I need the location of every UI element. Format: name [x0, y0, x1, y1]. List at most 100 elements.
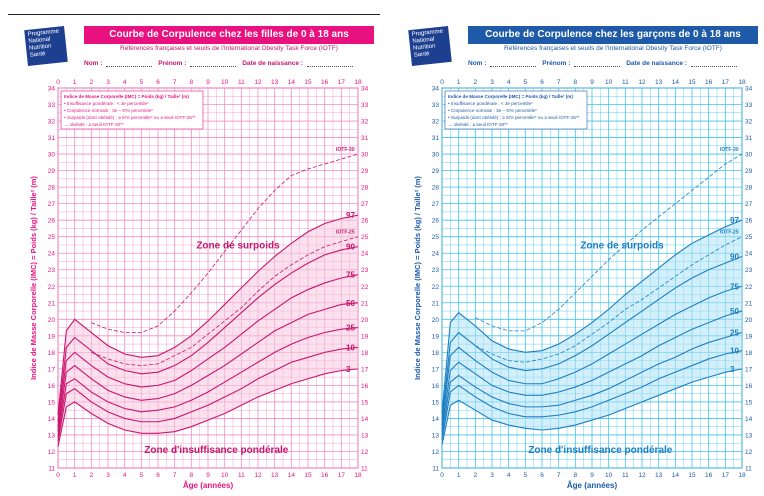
x-tick-label-bottom: 6 [156, 472, 160, 479]
series-line-10 [57, 346, 359, 442]
x-tick-label-bottom: 14 [288, 472, 296, 479]
y-axis-title: Indice de Masse Corporelle (IMC) = Poids… [29, 176, 38, 380]
x-tick-label-bottom: 16 [321, 472, 329, 479]
series-label-75: 75 [346, 271, 355, 280]
series-label-75: 75 [730, 282, 739, 291]
y-tick-label-right: 22 [361, 284, 369, 291]
y-tick-label-right: 24 [361, 251, 369, 258]
x-tick-label-bottom: 10 [605, 472, 613, 479]
y-tick-label-right: 17 [745, 366, 753, 373]
series-line-90 [57, 246, 359, 422]
x-tick-label-top: 3 [106, 79, 110, 86]
birthdate-field[interactable] [690, 66, 737, 67]
normal-zone-band [442, 220, 742, 445]
y-tick-label-right: 27 [361, 201, 369, 208]
x-tick-label-bottom: 15 [688, 472, 696, 479]
name-field[interactable] [490, 66, 537, 67]
y-tick-label-left: 20 [48, 317, 56, 324]
y-tick-label-right: 15 [745, 399, 753, 406]
series-line-50 [57, 302, 359, 432]
y-tick-label-right: 29 [745, 168, 753, 175]
y-tick-label-left: 28 [432, 185, 440, 192]
firstname-field-label: Prénom : [542, 60, 571, 67]
series-label-25: 25 [730, 329, 739, 338]
legend-line: → obésité : ≥ seuil IOTF-30** [64, 122, 124, 127]
y-tick-label-right: 18 [745, 350, 753, 357]
y-tick-label-right: 20 [361, 317, 369, 324]
y-tick-label-right: 14 [361, 416, 369, 423]
y-tick-label-left: 12 [48, 449, 56, 456]
x-tick-label-bottom: 0 [56, 472, 60, 479]
series-label-3: 3 [346, 365, 351, 374]
legend-box [444, 90, 588, 130]
x-tick-label-bottom: 7 [173, 472, 177, 479]
y-tick-label-left: 17 [432, 366, 440, 373]
y-tick-label-left: 32 [48, 119, 56, 126]
y-tick-label-right: 17 [361, 366, 369, 373]
normal-zone-band [58, 215, 358, 447]
birthdate-field-label: Date de naissance : [626, 60, 687, 67]
x-tick-label-bottom: 5 [140, 472, 144, 479]
name-field-label: Nom : [84, 60, 103, 67]
y-tick-label-left: 33 [432, 102, 440, 109]
series-line-3 [57, 368, 359, 447]
series-label-10: 10 [346, 343, 355, 352]
legend-line: Indice de Masse Corporelle (IMC) = Poids… [448, 94, 573, 99]
chart-title: Courbe de Corpulence chez les garçons de… [468, 26, 758, 44]
y-tick-label-right: 21 [745, 300, 753, 307]
top-rule [8, 14, 380, 15]
zone-underweight-label: Zone d'insuffisance pondérale [528, 445, 673, 456]
y-tick-label-right: 27 [745, 201, 753, 208]
y-tick-label-right: 23 [361, 267, 369, 274]
y-tick-label-right: 14 [745, 416, 753, 423]
birthdate-field[interactable] [306, 66, 353, 67]
x-tick-label-bottom: 11 [622, 472, 629, 479]
series-line-50 [441, 310, 743, 431]
x-tick-label-top: 11 [238, 79, 245, 86]
y-tick-label-left: 21 [432, 300, 440, 307]
y-tick-label-right: 31 [745, 135, 753, 142]
y-tick-label-right: 29 [361, 168, 369, 175]
x-tick-label-bottom: 3 [490, 472, 494, 479]
legend-line: • Corpulence normale : 3e – 97e percenti… [448, 108, 537, 113]
series-label-25: 25 [346, 324, 355, 333]
firstname-field[interactable] [574, 66, 621, 67]
firstname-field-label: Prénom : [158, 60, 187, 67]
x-tick-label-bottom: 16 [705, 472, 713, 479]
y-tick-label-left: 34 [432, 86, 440, 93]
x-tick-label-top: 12 [638, 79, 646, 86]
y-tick-label-right: 24 [745, 251, 753, 258]
x-tick-label-top: 16 [321, 79, 329, 86]
series-label-50: 50 [730, 307, 739, 316]
x-tick-label-top: 15 [304, 79, 312, 86]
x-tick-label-top: 0 [56, 79, 60, 86]
y-tick-label-right: 33 [361, 102, 369, 109]
y-tick-label-right: 26 [745, 218, 753, 225]
x-tick-label-top: 14 [288, 79, 296, 86]
series-line-IOTF-30 [91, 153, 359, 333]
x-tick-label-bottom: 10 [221, 472, 229, 479]
y-tick-label-right: 12 [361, 449, 369, 456]
x-tick-label-bottom: 8 [190, 472, 194, 479]
name-field[interactable] [106, 66, 153, 67]
y-tick-label-right: 30 [361, 152, 369, 159]
y-tick-label-right: 19 [361, 333, 369, 340]
series-label-97: 97 [346, 211, 355, 220]
series-line-97 [57, 214, 359, 416]
x-tick-label-bottom: 12 [254, 472, 262, 479]
x-tick-label-bottom: 0 [440, 472, 444, 479]
y-tick-label-left: 24 [432, 251, 440, 258]
x-tick-label-top: 16 [705, 79, 713, 86]
x-axis-title: Âge (années) [567, 481, 618, 490]
legend-line: Indice de Masse Corporelle (IMC) = Poids… [64, 94, 189, 99]
y-tick-label-left: 11 [48, 466, 55, 473]
y-tick-label-left: 11 [432, 466, 439, 473]
y-tick-label-right: 26 [361, 218, 369, 225]
y-tick-label-right: 28 [745, 185, 753, 192]
x-tick-label-bottom: 5 [524, 472, 528, 479]
y-tick-label-right: 34 [745, 86, 753, 93]
y-tick-label-right: 11 [361, 466, 368, 473]
y-tick-label-right: 21 [361, 300, 369, 307]
firstname-field[interactable] [190, 66, 237, 67]
x-tick-label-top: 7 [173, 79, 177, 86]
